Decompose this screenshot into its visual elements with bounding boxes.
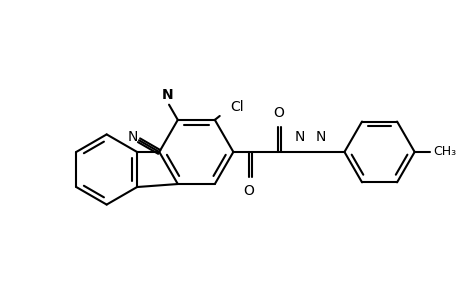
Text: CH₃: CH₃ (432, 146, 455, 158)
Text: N: N (162, 88, 173, 102)
Text: Cl: Cl (230, 100, 244, 114)
Text: N: N (294, 130, 304, 144)
Text: N: N (315, 130, 325, 144)
Text: N: N (128, 130, 138, 144)
Text: O: O (272, 106, 283, 120)
Text: O: O (243, 184, 254, 198)
